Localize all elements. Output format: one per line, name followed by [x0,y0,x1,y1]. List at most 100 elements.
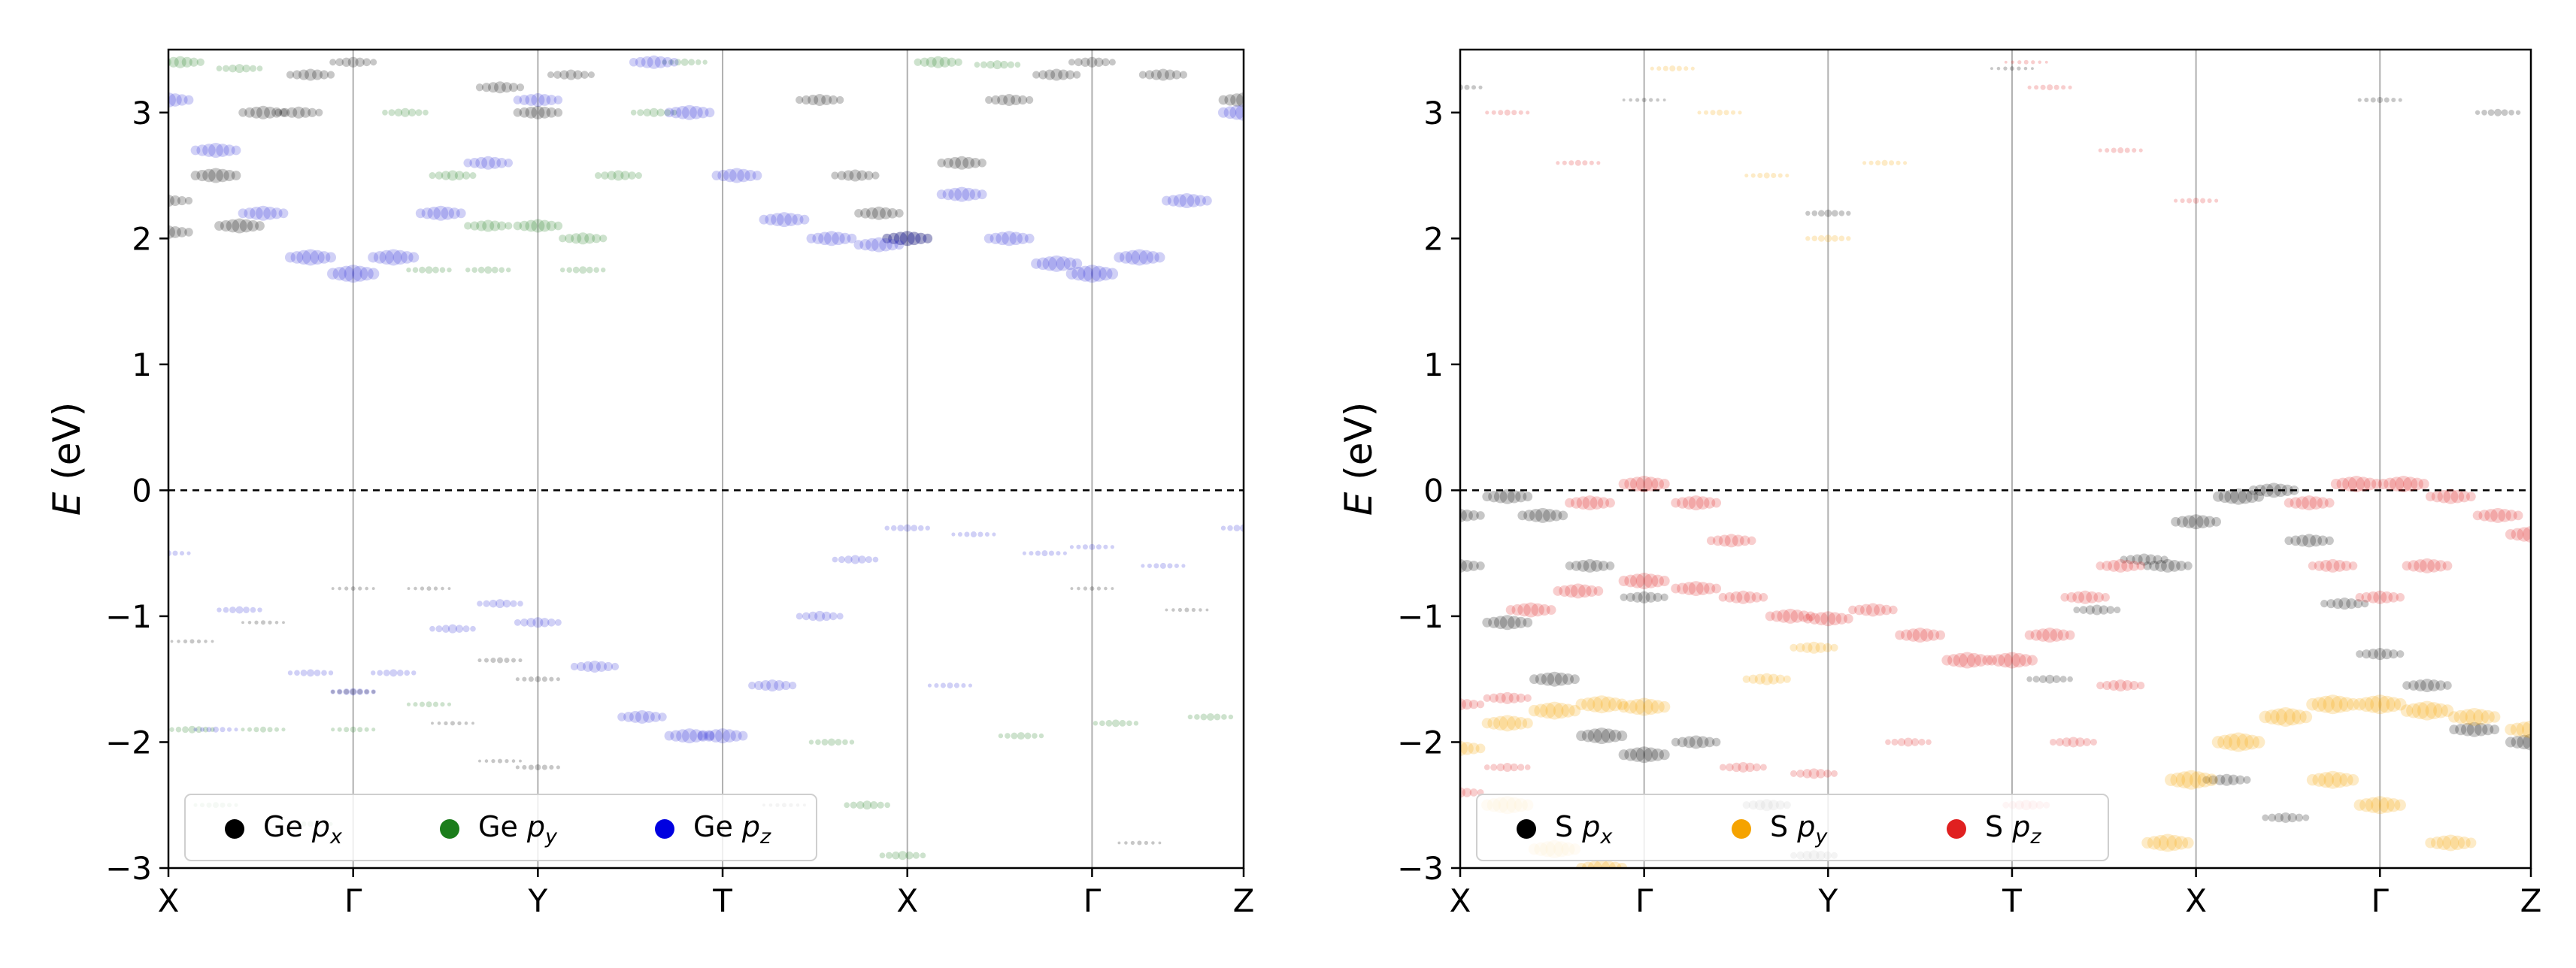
y-tick-label: 0 [132,472,152,509]
band-point [470,221,480,231]
band-point [1031,258,1042,269]
band-point [2096,561,2105,570]
band-point [2505,510,2517,522]
legend-label-species: Ge [693,810,742,843]
band-point [1200,713,1208,721]
band-point [1062,551,1067,555]
band-point [1114,252,1125,263]
kpath-label: Y [1817,882,1838,919]
band-point [216,168,229,183]
band-point [977,531,983,537]
band-point [496,657,503,664]
band-point [419,701,425,707]
band-point [1677,497,1689,509]
band-point [1553,586,1563,596]
band-point [808,94,819,106]
band-point [697,730,709,742]
band-point [1104,586,1108,591]
band-point [519,220,530,231]
band-point [940,682,946,688]
band-point [1243,110,1244,116]
band-point [511,658,517,663]
band-point [1251,94,1262,105]
band-point [844,555,853,564]
band-point [796,613,803,620]
band-point [844,802,850,809]
legend-label-species: S [1770,810,1797,843]
band-point [1643,747,1659,762]
band-point [1656,98,1659,102]
band-point [1608,729,1622,743]
band-point [2530,739,2531,746]
band-point [491,758,496,764]
band-point [650,712,661,722]
band-point [1545,701,1564,720]
band-point [907,231,921,246]
legend-marker [1732,819,1751,839]
band-point [1635,98,1640,102]
band-point [2331,695,2348,713]
band-point [1828,612,1842,626]
band-point [1032,733,1038,739]
band-point [510,600,517,607]
band-point [2356,650,2364,658]
band-point [469,157,480,168]
band-points [1447,59,2531,868]
band-point [1568,160,1574,166]
band-point [1029,551,1034,556]
band-point [1730,591,1743,603]
band-point [998,733,1004,739]
band-point [2370,97,2376,103]
band-point [2441,704,2454,717]
band-point [1724,591,1735,603]
band-point [1447,560,1459,572]
band-point [2323,694,2343,715]
band-point [427,207,441,220]
band-point [2481,109,2487,116]
band-point [153,551,157,555]
kpath-label: X [1450,882,1471,919]
band-point [2153,834,2169,852]
band-point [872,556,879,563]
band-point [1682,582,1696,595]
band-point [1643,698,1659,715]
band-point [2490,507,2506,523]
band-point [176,94,188,106]
band-point [549,764,554,770]
y-tick-label: 1 [132,346,152,383]
band-point [2368,649,2379,660]
band-point [2363,477,2377,491]
band-point [208,143,223,159]
band-point [1760,673,1773,685]
band-point [1600,696,1617,712]
band-point [1073,71,1081,79]
band-point [287,670,293,676]
band-point [2211,516,2222,527]
band-point [220,219,232,232]
band-point [658,712,667,721]
band-point [886,239,899,251]
band-point [426,701,432,708]
band-point [737,168,750,183]
band-point [553,95,563,104]
band-point [680,58,689,66]
band-point [2389,476,2405,492]
band-point [925,525,930,531]
band-point [895,209,904,218]
band-point [394,108,403,117]
band-point [406,702,411,706]
band-point [1759,764,1767,771]
band-point [2067,676,2073,682]
band-point [1662,65,1668,71]
band-point [1846,210,1851,216]
band-point [1643,573,1659,588]
band-point [1048,550,1054,556]
band-point [1783,675,1791,683]
band-point [2122,680,2133,691]
band-point [635,56,646,68]
band-point [2031,67,2034,71]
band-point [961,683,966,688]
band-point [1259,107,1269,118]
band-point [1117,841,1121,845]
band-point [2511,736,2524,749]
